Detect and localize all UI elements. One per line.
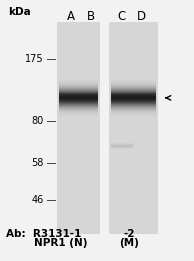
Bar [59,114,98,115]
Bar [109,22,158,234]
Bar [111,141,133,142]
Text: Ab:  R3131-1: Ab: R3131-1 [6,229,81,239]
Bar [111,90,156,91]
Bar [59,91,98,92]
Bar [59,96,98,97]
Bar [59,85,98,86]
Bar [59,94,98,96]
Bar [111,81,156,82]
Bar [59,113,98,114]
Text: C: C [117,10,125,23]
Bar [111,94,156,96]
Bar [111,102,156,103]
Text: 80: 80 [31,116,44,126]
Bar [111,145,133,146]
Bar [111,104,156,105]
Bar [111,97,156,98]
Bar [111,149,133,150]
Bar [59,90,98,91]
Bar [59,83,98,84]
Bar [111,113,156,114]
Bar [59,86,98,87]
Text: B: B [87,10,95,23]
Bar [59,93,98,94]
Bar [111,98,156,99]
Bar [111,82,156,83]
Bar [111,100,156,101]
Bar [59,112,98,113]
Bar [59,92,98,93]
Bar [111,142,133,143]
Bar [59,103,98,104]
Bar [59,105,98,106]
Bar [59,115,98,116]
Bar [111,86,156,87]
Bar [59,111,98,112]
Bar [111,112,156,113]
Bar [111,114,156,115]
Bar [59,102,98,103]
Bar [111,111,156,112]
Bar [59,101,98,102]
Bar [59,81,98,82]
Bar [57,22,100,234]
Bar [111,116,156,117]
Bar [59,99,98,100]
Bar [111,105,156,106]
Bar [111,146,133,147]
Bar [59,97,98,98]
Text: D: D [136,10,146,23]
Bar [111,101,156,102]
Bar [111,79,156,80]
Bar [59,106,98,107]
Text: NPR1 (N): NPR1 (N) [34,238,87,248]
Bar [111,106,156,107]
Bar [111,108,156,109]
Bar [59,104,98,105]
Bar [111,84,156,85]
Bar [111,143,133,144]
Bar [111,150,133,151]
Text: 46: 46 [31,195,44,205]
Bar [59,100,98,101]
Bar [59,87,98,88]
Text: A: A [67,10,75,23]
Bar [111,80,156,81]
Bar [111,107,156,108]
Text: (M): (M) [119,238,139,248]
Bar [111,85,156,86]
Bar [59,88,98,90]
Bar [59,82,98,83]
Bar [59,116,98,117]
Text: 58: 58 [31,158,44,168]
Text: 175: 175 [25,54,44,64]
Text: kDa: kDa [8,7,30,17]
Bar [111,93,156,94]
Bar [111,96,156,97]
Bar [111,88,156,90]
Bar [111,92,156,93]
Bar [111,99,156,100]
Bar [111,91,156,92]
Bar [59,109,98,110]
Bar [59,110,98,111]
Bar [59,107,98,108]
Bar [59,98,98,99]
Bar [59,80,98,81]
Bar [111,148,133,149]
Bar [111,147,133,148]
Bar [111,87,156,88]
Bar [59,84,98,85]
Bar [111,110,156,111]
Bar [59,79,98,80]
Bar [111,103,156,104]
Text: -2: -2 [123,229,135,239]
Bar [111,115,156,116]
Bar [111,109,156,110]
Bar [59,108,98,109]
Bar [111,83,156,84]
Bar [111,144,133,145]
